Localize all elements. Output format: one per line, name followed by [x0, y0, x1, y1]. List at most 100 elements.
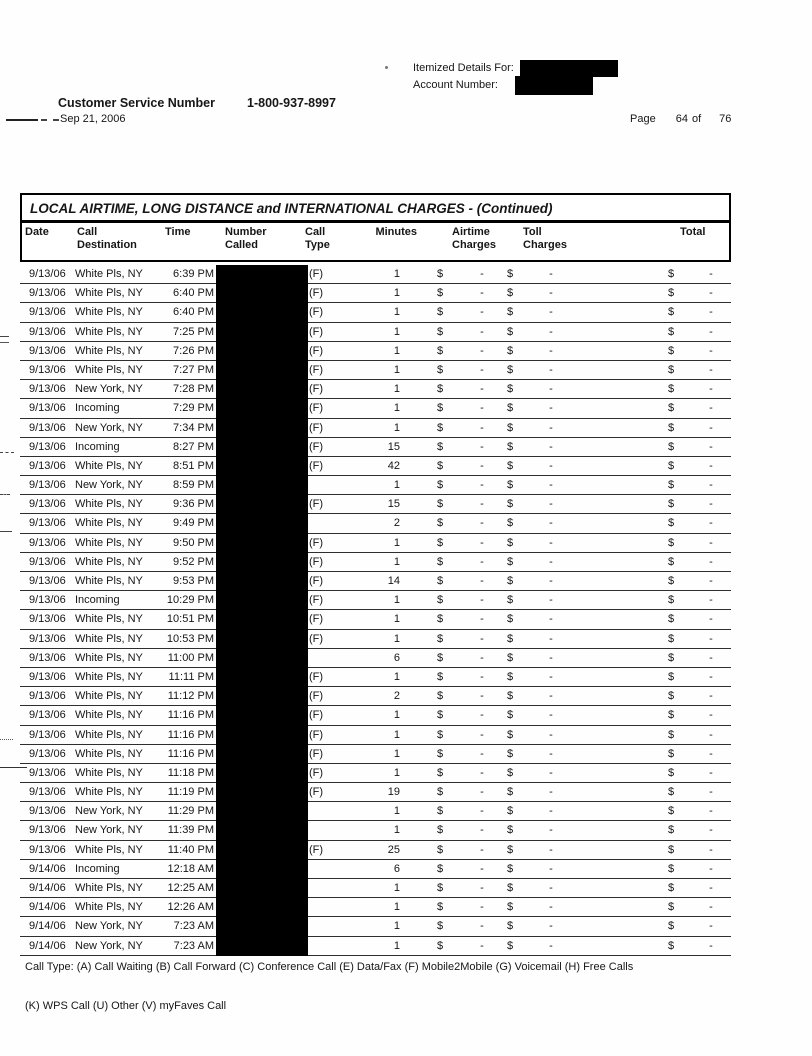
cell-date: 9/13/06 — [29, 766, 66, 779]
cell-total-currency: $ — [668, 728, 675, 741]
cell-airtime-currency: $ — [437, 575, 444, 587]
cell-date: 9/13/06 — [29, 709, 66, 722]
cell-minutes: 6 — [393, 862, 400, 875]
cell-date: 9/13/06 — [29, 517, 66, 530]
cell-toll-amount: - — [549, 920, 553, 933]
cell-time: 11:19 PM — [167, 786, 214, 799]
cell-airtime-currency: $ — [437, 363, 444, 376]
table-row: 9/13/06 White Pls, NY 11:00 PM 6 $ - $ - $ - — [20, 649, 731, 668]
cell-toll-currency: $ — [507, 459, 514, 472]
cell-airtime-currency: $ — [437, 939, 444, 952]
table-row: 9/13/06 White Pls, NY 7:26 PM (F) 1 $ - $ - $ - — [20, 342, 731, 361]
cell-date: 9/13/06 — [29, 613, 66, 626]
cell-airtime-amount: - — [480, 594, 484, 607]
cell-airtime-amount: - — [480, 363, 484, 376]
cell-total-amount: - — [709, 939, 713, 952]
cell-minutes: 25 — [387, 843, 400, 856]
cell-call-type: (F) — [309, 632, 324, 645]
cell-total-amount: - — [709, 747, 713, 760]
cell-total-currency: $ — [668, 383, 675, 396]
cell-date: 9/13/06 — [29, 536, 66, 549]
cell-minutes: 1 — [393, 805, 400, 818]
cell-airtime-amount: - — [480, 786, 484, 799]
cell-minutes: 1 — [393, 613, 400, 626]
cell-call-type: (F) — [309, 709, 324, 722]
cell-toll-amount: - — [549, 594, 553, 607]
cell-toll-currency: $ — [507, 670, 514, 683]
cell-total-currency: $ — [668, 498, 675, 511]
cell-minutes: 1 — [393, 268, 400, 280]
cell-destination: White Pls, NY — [75, 363, 143, 376]
cell-minutes: 19 — [387, 786, 400, 799]
table-row: 9/13/06 White Pls, NY 11:19 PM (F) 19 $ - $ - $ - — [20, 783, 731, 803]
cell-toll-currency: $ — [507, 901, 514, 914]
table-row: 9/13/06 White Pls, NY 11:16 PM (F) 1 $ - $ - $ - — [20, 726, 731, 745]
cell-total-amount: - — [709, 344, 713, 357]
cell-time: 7:25 PM — [173, 325, 214, 338]
cell-toll-amount: - — [549, 651, 553, 664]
cell-total-amount: - — [709, 536, 713, 549]
cell-destination: White Pls, NY — [75, 882, 143, 894]
cell-total-amount: - — [709, 287, 713, 300]
cell-toll-currency: $ — [507, 287, 514, 300]
call-type-legend-line2: (K) WPS Call (U) Other (V) myFaves Call — [25, 1000, 227, 1012]
table-row: 9/14/06 New York, NY 7:23 AM 1 $ - $ - $ - — [20, 937, 731, 956]
cell-toll-currency: $ — [507, 882, 514, 894]
cell-total-currency: $ — [668, 786, 675, 799]
cell-destination: White Pls, NY — [75, 517, 143, 530]
cell-total-currency: $ — [668, 901, 675, 914]
cell-minutes: 1 — [393, 287, 400, 300]
cell-minutes: 1 — [393, 939, 400, 952]
cell-airtime-amount: - — [480, 766, 484, 779]
table-row: 9/14/06 White Pls, NY 12:26 AM 1 $ - $ - $ - — [20, 898, 731, 918]
cell-total-currency: $ — [668, 555, 675, 568]
cell-toll-amount: - — [549, 824, 553, 837]
cell-total-amount: - — [709, 325, 713, 338]
cell-time: 11:40 PM — [167, 843, 214, 856]
cell-date: 9/13/06 — [29, 268, 66, 280]
cell-airtime-amount: - — [480, 805, 484, 818]
cell-total-amount: - — [709, 517, 713, 530]
cell-call-type: (F) — [309, 594, 324, 607]
cell-time: 11:12 PM — [167, 690, 214, 703]
table-row: 9/13/06 White Pls, NY 6:40 PM (F) 1 $ - $ - $ - — [20, 303, 731, 323]
cell-destination: White Pls, NY — [75, 709, 143, 722]
cell-date: 9/13/06 — [29, 690, 66, 703]
cell-time: 7:28 PM — [173, 383, 214, 396]
cell-total-currency: $ — [668, 805, 675, 818]
cell-toll-currency: $ — [507, 613, 514, 626]
table-row: 9/13/06 White Pls, NY 9:36 PM (F) 15 $ - $ - $ - — [20, 495, 731, 515]
cell-total-amount: - — [709, 901, 713, 914]
cell-airtime-amount: - — [480, 555, 484, 568]
cell-total-amount: - — [709, 306, 713, 319]
cell-time: 9:53 PM — [173, 575, 214, 587]
cell-toll-amount: - — [549, 575, 553, 587]
cell-total-currency: $ — [668, 440, 675, 453]
cell-airtime-amount: - — [480, 344, 484, 357]
cell-total-currency: $ — [668, 594, 675, 607]
cell-destination: White Pls, NY — [75, 632, 143, 645]
cell-airtime-currency: $ — [437, 670, 444, 683]
cell-toll-currency: $ — [507, 440, 514, 453]
cell-toll-amount: - — [549, 363, 553, 376]
cell-minutes: 1 — [393, 479, 400, 492]
cell-time: 8:51 PM — [173, 459, 214, 472]
cell-destination: White Pls, NY — [75, 536, 143, 549]
cell-call-type: (F) — [309, 536, 324, 549]
cell-call-type: (F) — [309, 786, 324, 799]
cell-toll-amount: - — [549, 613, 553, 626]
cell-total-currency: $ — [668, 402, 675, 415]
cell-toll-currency: $ — [507, 766, 514, 779]
cell-date: 9/13/06 — [29, 306, 66, 319]
column-headers: Date Call Destination Time Number Called C… — [22, 223, 729, 260]
table-row: 9/13/06 White Pls, NY 11:16 PM (F) 1 $ - $ - $ - — [20, 706, 731, 726]
cell-toll-currency: $ — [507, 536, 514, 549]
cell-toll-amount: - — [549, 306, 553, 319]
cell-time: 11:39 PM — [167, 824, 214, 837]
cell-airtime-amount: - — [480, 651, 484, 664]
cell-airtime-currency: $ — [437, 805, 444, 818]
cell-destination: New York, NY — [75, 824, 143, 837]
cell-minutes: 14 — [387, 575, 400, 587]
cell-airtime-amount: - — [480, 747, 484, 760]
cell-toll-amount: - — [549, 882, 553, 894]
